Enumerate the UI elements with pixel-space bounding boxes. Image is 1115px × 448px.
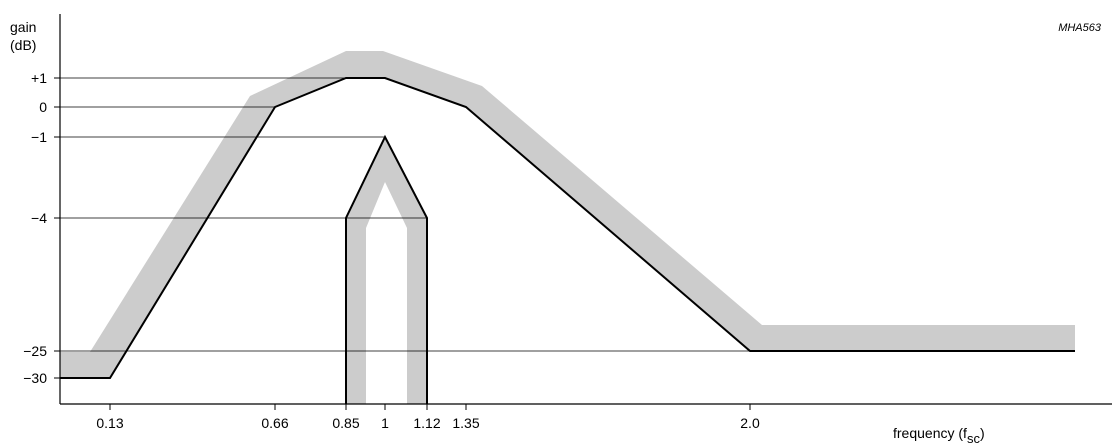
x-tick-label: 1 xyxy=(381,415,389,431)
curve-lower-limit-passband xyxy=(60,77,1075,379)
x-tick-label: 0.85 xyxy=(332,415,359,431)
x-axis-label: frequency (fsc) xyxy=(893,425,985,446)
x-tick-label: 0.13 xyxy=(96,415,123,431)
y-tick-label: 0 xyxy=(39,99,47,115)
curve-lower-limit-notch xyxy=(345,134,428,404)
y-tick-label: −1 xyxy=(31,129,47,145)
notch-tolerance-band-left xyxy=(346,137,385,404)
x-tick-label: 1.12 xyxy=(413,415,440,431)
y-tick-label: −25 xyxy=(23,343,47,359)
notch-tolerance-band-right xyxy=(385,137,427,404)
x-axis-label-suffix: ) xyxy=(980,425,985,441)
tolerance-bands xyxy=(60,51,1075,404)
x-tick-label: 0.66 xyxy=(261,415,288,431)
figure-id: MHA563 xyxy=(1058,22,1102,34)
x-ticks: 0.13 0.66 0.85 1 1.12 1.35 2.0 xyxy=(96,404,760,431)
limit-curves xyxy=(60,77,1075,404)
y-tick-label: +1 xyxy=(31,70,47,86)
x-axis-label-main: frequency (f xyxy=(893,425,967,441)
y-ticks: +1 0 −1 −4 −25 −30 xyxy=(23,70,60,386)
passband-tolerance-band xyxy=(60,51,1075,378)
reference-lines xyxy=(60,77,750,352)
x-tick-label: 2.0 xyxy=(740,415,760,431)
x-axis-label-subscript: sc xyxy=(967,431,981,446)
y-tick-label: −4 xyxy=(31,210,47,226)
y-axis-label-line1: gain xyxy=(10,19,36,35)
y-tick-label: −30 xyxy=(23,370,47,386)
y-axis-label-line2: (dB) xyxy=(10,37,36,53)
x-tick-label: 1.35 xyxy=(452,415,479,431)
